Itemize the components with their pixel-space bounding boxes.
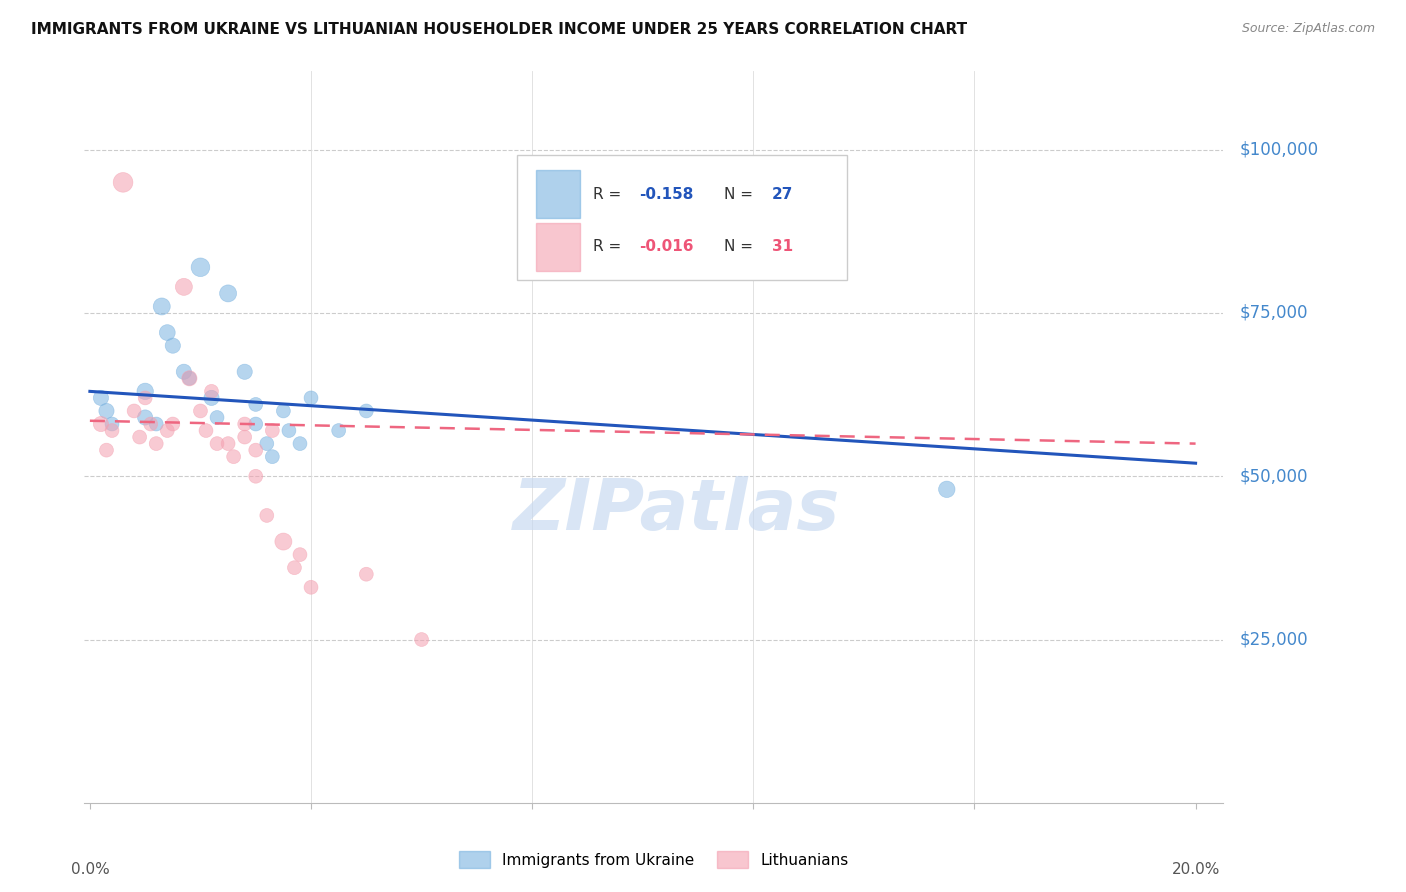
Point	[101, 424, 124, 438]
Text: 0.0%: 0.0%	[70, 862, 110, 877]
Text: $100,000: $100,000	[1240, 141, 1319, 159]
Point	[217, 436, 239, 450]
Point	[935, 483, 957, 497]
Point	[90, 417, 112, 431]
Text: R =: R =	[593, 186, 627, 202]
Legend: Immigrants from Ukraine, Lithuanians: Immigrants from Ukraine, Lithuanians	[460, 851, 848, 868]
Text: -0.016: -0.016	[638, 239, 693, 254]
Text: Source: ZipAtlas.com: Source: ZipAtlas.com	[1241, 22, 1375, 36]
Point	[179, 371, 201, 385]
Point	[233, 430, 256, 444]
Point	[134, 384, 156, 399]
Point	[145, 436, 167, 450]
Text: $25,000: $25,000	[1240, 631, 1309, 648]
Point	[245, 397, 267, 411]
Point	[96, 404, 118, 418]
Point	[145, 417, 167, 431]
Text: -0.158: -0.158	[638, 186, 693, 202]
Point	[222, 450, 245, 464]
Point	[233, 365, 256, 379]
Point	[101, 417, 124, 431]
Text: IMMIGRANTS FROM UKRAINE VS LITHUANIAN HOUSEHOLDER INCOME UNDER 25 YEARS CORRELAT: IMMIGRANTS FROM UKRAINE VS LITHUANIAN HO…	[31, 22, 967, 37]
Point	[262, 450, 284, 464]
Point	[256, 436, 278, 450]
Point	[217, 286, 239, 301]
Point	[288, 436, 311, 450]
Point	[156, 424, 179, 438]
Point	[128, 430, 150, 444]
Point	[411, 632, 433, 647]
Point	[195, 424, 218, 438]
FancyBboxPatch shape	[537, 170, 579, 218]
Point	[173, 365, 195, 379]
Point	[122, 404, 145, 418]
Point	[205, 436, 228, 450]
Text: 31: 31	[772, 239, 793, 254]
Point	[245, 443, 267, 458]
Point	[273, 534, 295, 549]
Point	[162, 338, 184, 352]
Point	[150, 300, 173, 314]
Point	[90, 391, 112, 405]
Point	[233, 417, 256, 431]
Point	[245, 469, 267, 483]
Point	[190, 260, 212, 275]
FancyBboxPatch shape	[517, 155, 848, 280]
Point	[205, 410, 228, 425]
Point	[283, 560, 305, 574]
Point	[200, 391, 222, 405]
Point	[200, 384, 222, 399]
Point	[96, 443, 118, 458]
Point	[256, 508, 278, 523]
Point	[299, 580, 322, 594]
Point	[139, 417, 162, 431]
Text: $75,000: $75,000	[1240, 304, 1309, 322]
Text: $50,000: $50,000	[1240, 467, 1309, 485]
Point	[299, 391, 322, 405]
Point	[262, 424, 284, 438]
Point	[288, 548, 311, 562]
Point	[134, 410, 156, 425]
Point	[273, 404, 295, 418]
Point	[356, 567, 378, 582]
Point	[328, 424, 350, 438]
Point	[112, 175, 135, 189]
Text: R =: R =	[593, 239, 627, 254]
Text: N =: N =	[724, 239, 758, 254]
Text: N =: N =	[724, 186, 758, 202]
FancyBboxPatch shape	[537, 223, 579, 270]
Point	[179, 371, 201, 385]
Point	[162, 417, 184, 431]
Point	[134, 391, 156, 405]
Point	[173, 280, 195, 294]
Point	[245, 417, 267, 431]
Text: 27: 27	[772, 186, 793, 202]
Point	[156, 326, 179, 340]
Point	[277, 424, 299, 438]
Point	[356, 404, 378, 418]
Point	[190, 404, 212, 418]
Text: ZIPatlas: ZIPatlas	[513, 475, 841, 545]
Text: 20.0%: 20.0%	[1171, 862, 1220, 877]
